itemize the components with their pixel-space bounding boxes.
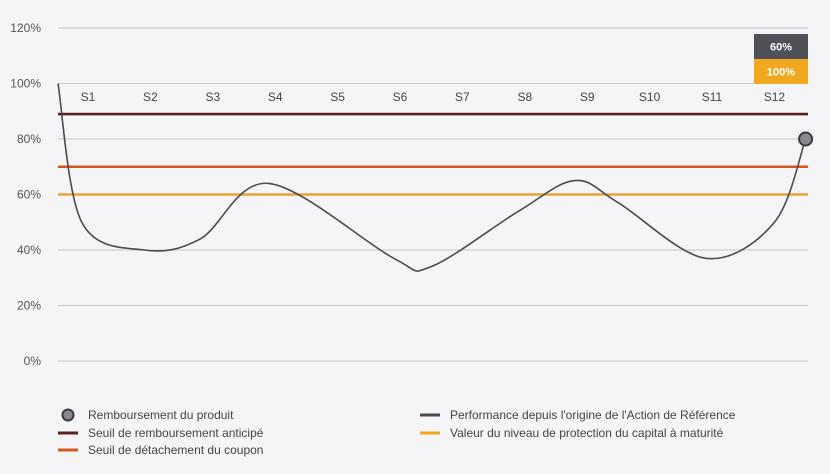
value-box <box>754 59 808 84</box>
y-tick-label: 100% <box>10 77 41 91</box>
category-label: S6 <box>393 90 408 104</box>
y-tick-label: 80% <box>17 132 41 146</box>
y-tick-label: 20% <box>17 299 41 313</box>
legend-label: Performance depuis l'origine de l'Action… <box>450 408 736 422</box>
category-label: S5 <box>330 90 345 104</box>
legend-label: Valeur du niveau de protection du capita… <box>450 426 724 440</box>
performance-line <box>57 83 807 272</box>
legend-label: Remboursement du produit <box>88 408 234 422</box>
category-label: S4 <box>268 90 283 104</box>
y-tick-label: 0% <box>24 354 42 368</box>
value-box <box>754 34 808 59</box>
redemption-marker <box>798 131 814 147</box>
y-tick-label: 120% <box>10 21 41 35</box>
value-box-label: 60% <box>770 42 792 54</box>
category-label: S9 <box>580 90 595 104</box>
category-label: S1 <box>81 90 96 104</box>
y-tick-label: 40% <box>17 243 41 257</box>
y-tick-label: 60% <box>17 188 41 202</box>
legend-swatch-marker <box>61 408 75 422</box>
category-label: S2 <box>143 90 158 104</box>
value-box-label: 100% <box>767 67 795 79</box>
category-label: S8 <box>517 90 532 104</box>
category-label: S7 <box>455 90 470 104</box>
category-label: S10 <box>639 90 661 104</box>
category-label: S3 <box>205 90 220 104</box>
legend-label: Seuil de remboursement anticipé <box>88 426 264 440</box>
legend-label: Seuil de détachement du coupon <box>88 443 263 457</box>
category-label: S12 <box>764 90 786 104</box>
category-label: S11 <box>702 90 723 104</box>
